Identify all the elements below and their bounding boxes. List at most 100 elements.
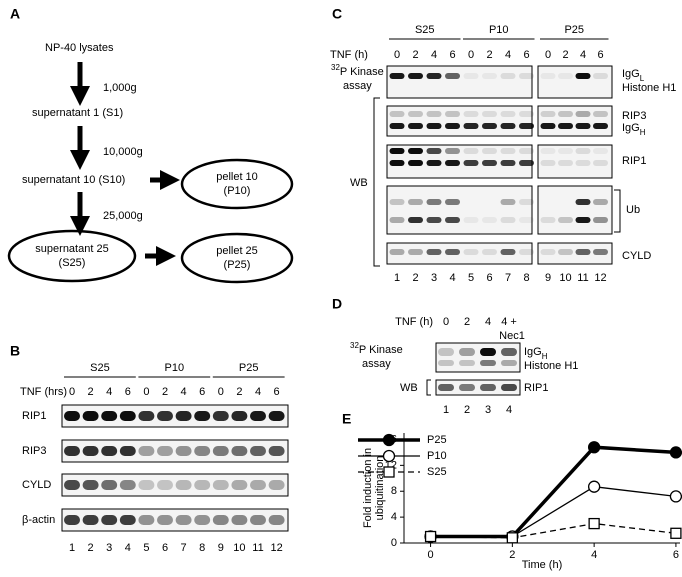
time-label: 4 — [505, 49, 511, 61]
lane-number: 9 — [545, 272, 551, 284]
blot-band — [482, 249, 497, 255]
time-label: 0 — [69, 386, 75, 398]
blot-band — [445, 249, 460, 255]
blot-band — [482, 160, 497, 166]
group-label: P10 — [489, 24, 509, 36]
x-axis-title: Time (h) — [522, 559, 563, 571]
pellet-ellipse — [180, 232, 294, 284]
blot-band — [119, 446, 136, 456]
marker — [670, 527, 682, 539]
treatment-label: TNF (h) — [330, 49, 368, 61]
blot-band — [519, 148, 534, 154]
blot-band — [540, 217, 556, 223]
blot-band — [408, 111, 423, 117]
blot-band — [519, 249, 534, 255]
label-sub: H — [640, 128, 646, 137]
lane-number: 5 — [143, 542, 149, 554]
series-line — [430, 522, 676, 539]
blot-band — [575, 199, 591, 205]
row-label: RIP1 — [22, 410, 46, 422]
blot-band — [482, 148, 497, 154]
panel-label: B — [10, 343, 20, 359]
blot-band — [82, 446, 99, 456]
legend-label: P25 — [427, 434, 447, 446]
blot-frame — [61, 404, 289, 428]
blot-band — [212, 480, 229, 490]
blot-band — [231, 411, 248, 421]
blot-band — [500, 217, 516, 223]
lane-number: 9 — [218, 542, 224, 554]
lane-number: 12 — [594, 272, 606, 284]
band-label: Histone H1 — [524, 360, 578, 372]
blot-band — [157, 515, 173, 525]
lane-number: 8 — [523, 272, 529, 284]
blot-band — [558, 148, 573, 154]
wb-label: WB — [400, 382, 418, 394]
time-label: 0 — [545, 49, 551, 61]
blot-band — [540, 160, 556, 166]
blot-band — [500, 148, 516, 154]
time-label: 2 — [412, 49, 418, 61]
blot-band — [480, 348, 496, 356]
lane-number: 10 — [559, 272, 571, 284]
blot-band — [438, 348, 454, 356]
blot-band — [480, 360, 496, 366]
lane-number: 8 — [199, 542, 205, 554]
blot-band — [540, 148, 556, 154]
marker — [669, 446, 682, 459]
lane-number: 1 — [394, 272, 400, 284]
legend-label: P10 — [427, 450, 447, 462]
blot-band — [558, 160, 573, 166]
blot-frame — [537, 65, 613, 99]
blot-band — [408, 199, 423, 205]
blot-band — [268, 411, 285, 421]
legend-marker — [382, 433, 396, 447]
blot-band — [593, 217, 608, 223]
blot-band — [82, 480, 99, 490]
flow-arrows — [70, 62, 180, 266]
blot-band — [138, 480, 155, 490]
blot-band — [426, 111, 442, 117]
blot-band — [101, 515, 118, 525]
supernatant-ellipse — [7, 229, 137, 283]
blot-band — [426, 217, 442, 223]
blot-band — [82, 515, 99, 525]
blot-band — [426, 148, 442, 154]
y-axis-title: ubiquitination — [374, 456, 386, 521]
blot-band — [231, 515, 248, 525]
y-axis-title: Fold induction in — [362, 448, 374, 528]
blot-band — [500, 249, 516, 255]
lane-number: 2 — [412, 272, 418, 284]
blot-band — [438, 360, 454, 366]
treatment-label: TNF (hrs) — [20, 386, 67, 398]
blot-band — [175, 480, 192, 490]
blot-frame — [435, 342, 521, 373]
blot-frame — [386, 185, 533, 235]
x-tick-label: 4 — [591, 549, 597, 561]
lane-number: 7 — [181, 542, 187, 554]
blot-band — [157, 411, 173, 421]
blot-band — [157, 480, 173, 490]
blot-band — [194, 480, 211, 490]
blot-band — [593, 73, 608, 79]
blot-band — [389, 73, 405, 79]
fraction-label: (S25) — [59, 257, 86, 269]
band-label: RIP1 — [622, 155, 646, 167]
lane-number: 6 — [162, 542, 168, 554]
lane-number: 2 — [464, 404, 470, 416]
blot-band — [438, 384, 454, 391]
blot-band — [519, 73, 534, 79]
blot-band — [558, 217, 573, 223]
blot-band — [231, 446, 248, 456]
band-label: IgGL — [622, 68, 645, 83]
blot-band — [389, 217, 405, 223]
blot-frame — [537, 144, 613, 179]
group-label: P25 — [564, 24, 584, 36]
blot-band — [101, 411, 118, 421]
blot-band — [500, 160, 516, 166]
blot-band — [408, 123, 423, 129]
blot-frame — [61, 439, 289, 463]
blot-band — [212, 515, 229, 525]
panel-label: D — [332, 296, 342, 312]
